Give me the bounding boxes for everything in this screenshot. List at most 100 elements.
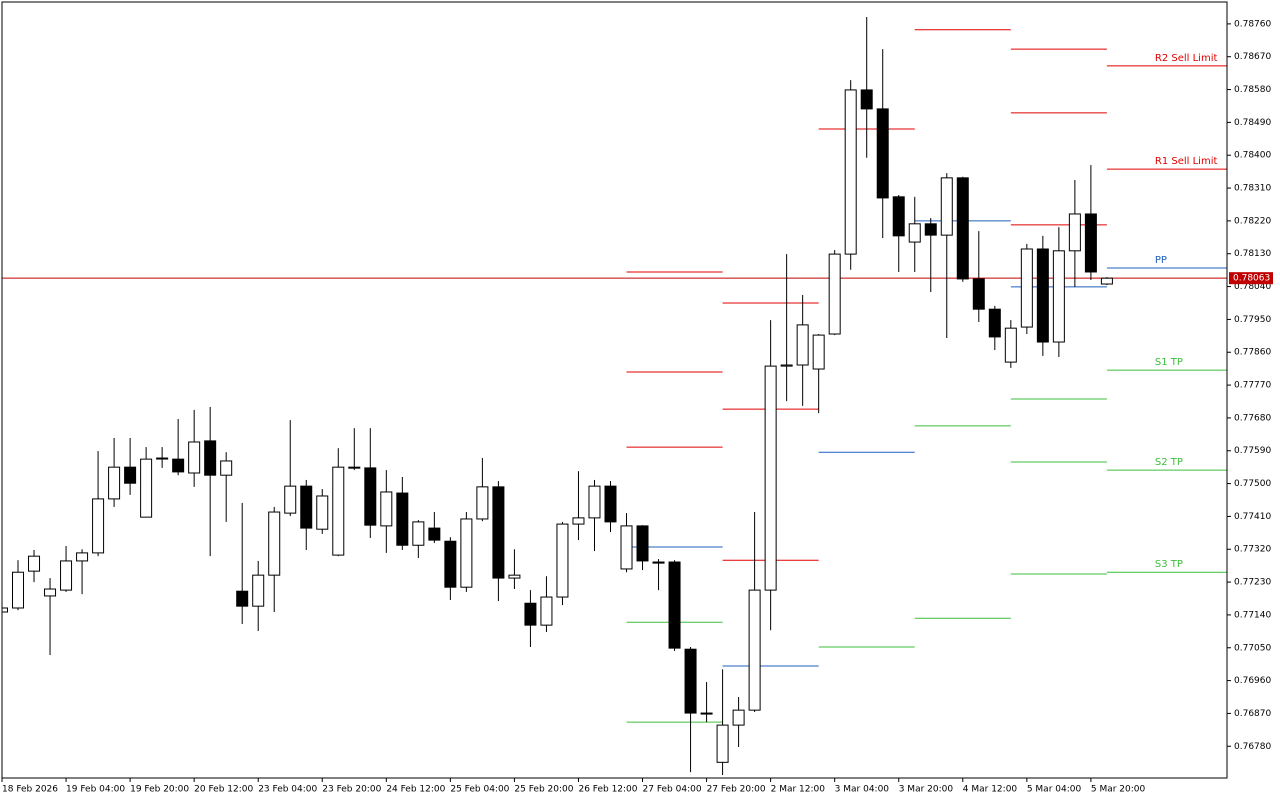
candle-body (556, 523, 569, 598)
x-tick-label: 18 Feb 2026 (2, 785, 58, 795)
y-tick-label: 0.77770 (1234, 381, 1271, 391)
candle-body (796, 324, 809, 366)
candle-body (60, 560, 73, 591)
candle-body (1004, 327, 1017, 363)
candle-body (700, 712, 713, 715)
candle-body (876, 108, 889, 199)
x-tick-label: 27 Feb 04:00 (643, 785, 702, 795)
x-tick-label: 3 Mar 20:00 (899, 785, 954, 795)
y-tick-label: 0.78760 (1234, 19, 1271, 29)
y-tick-label: 0.77230 (1234, 578, 1271, 588)
y-tick-label: 0.77950 (1234, 315, 1271, 325)
candle-body (892, 196, 905, 237)
candle-body (444, 540, 457, 588)
pivot-label: S2 TP (1155, 457, 1183, 468)
x-tick-label: 25 Feb 20:00 (514, 785, 573, 795)
candle-body (716, 724, 729, 763)
x-tick-label: 27 Feb 20:00 (707, 785, 766, 795)
y-tick-label: 0.78040 (1234, 282, 1271, 292)
candle-body (956, 177, 969, 280)
x-tick-label: 5 Mar 04:00 (1027, 785, 1082, 795)
y-tick-label: 0.77410 (1234, 512, 1271, 522)
y-tick-label: 0.76870 (1234, 709, 1271, 719)
candle-body (476, 486, 489, 520)
y-tick-label: 0.78220 (1234, 216, 1271, 226)
candle-body (332, 466, 345, 556)
y-tick-label: 0.77140 (1234, 610, 1271, 620)
candle-body (252, 574, 265, 607)
candle-body (364, 467, 377, 526)
y-tick-label: 0.76960 (1234, 676, 1271, 686)
candle-body (780, 364, 793, 367)
x-tick-label: 2 Mar 12:00 (771, 785, 826, 795)
y-tick-label: 0.77050 (1234, 643, 1271, 653)
candle-body (1100, 277, 1113, 285)
pivot-label: S3 TP (1155, 559, 1183, 570)
candle-body (684, 648, 697, 714)
candle-body (156, 457, 169, 460)
candle-body (108, 466, 121, 500)
x-tick-label: 19 Feb 20:00 (130, 785, 189, 795)
pivot-label: S1 TP (1155, 357, 1183, 368)
candle-body (924, 223, 937, 236)
candle-body (764, 365, 777, 591)
candle-body (316, 495, 329, 530)
candle-body (124, 466, 137, 484)
candle-body (220, 460, 233, 476)
candle-body (732, 709, 745, 726)
candle-body (508, 574, 521, 579)
candle-body (524, 602, 537, 626)
x-tick-label: 23 Feb 04:00 (258, 785, 317, 795)
candle-body (172, 458, 185, 473)
candle-body (1052, 250, 1065, 343)
candle-body (940, 177, 953, 236)
x-tick-label: 26 Feb 12:00 (578, 785, 637, 795)
candle-body (28, 555, 41, 572)
candle-body (284, 485, 297, 514)
candle-body (140, 458, 153, 518)
y-tick-label: 0.78580 (1234, 85, 1271, 95)
x-tick-label: 25 Feb 04:00 (450, 785, 509, 795)
x-tick-label: 19 Feb 04:00 (66, 785, 125, 795)
y-tick-label: 0.77590 (1234, 446, 1271, 456)
plot-border (1, 1, 1228, 779)
x-tick-label: 5 Mar 20:00 (1091, 785, 1146, 795)
candle-body (300, 485, 313, 529)
candle-body (204, 440, 217, 476)
candle-body (76, 552, 89, 562)
y-tick-label: 0.78310 (1234, 184, 1271, 194)
candle-body (620, 525, 633, 570)
x-tick-label: 4 Mar 12:00 (963, 785, 1018, 795)
current-price-label: 0.78063 (1233, 274, 1270, 284)
candle-body (636, 525, 649, 562)
candle-body (828, 253, 841, 335)
x-tick-label: 23 Feb 20:00 (322, 785, 381, 795)
y-tick-label: 0.76780 (1234, 742, 1271, 752)
candle-body (380, 491, 393, 527)
pivot-label: R1 Sell Limit (1155, 156, 1218, 167)
candle-body (748, 589, 761, 711)
y-tick-label: 0.77320 (1234, 545, 1271, 555)
candle-body (812, 334, 825, 370)
candle-body (396, 492, 409, 546)
y-tick-label: 0.78400 (1234, 151, 1271, 161)
candle-body (1036, 248, 1049, 343)
candle-body (844, 89, 857, 255)
y-tick-label: 0.77500 (1234, 479, 1271, 489)
candle-body (604, 485, 617, 523)
candle-body (1020, 248, 1033, 328)
plot-area (2, 16, 1227, 776)
pivot-label: R2 Sell Limit (1155, 53, 1218, 64)
candle-body (268, 511, 281, 576)
candle-body (188, 441, 201, 474)
candle-body (92, 498, 105, 554)
x-tick-label: 20 Feb 12:00 (194, 785, 253, 795)
candle-body (2, 607, 8, 613)
candle-body (492, 486, 505, 579)
candle-body (908, 223, 921, 243)
candle-body (540, 596, 553, 626)
candle-body (572, 517, 585, 525)
candle-body (860, 89, 873, 110)
candle-body (428, 527, 441, 541)
